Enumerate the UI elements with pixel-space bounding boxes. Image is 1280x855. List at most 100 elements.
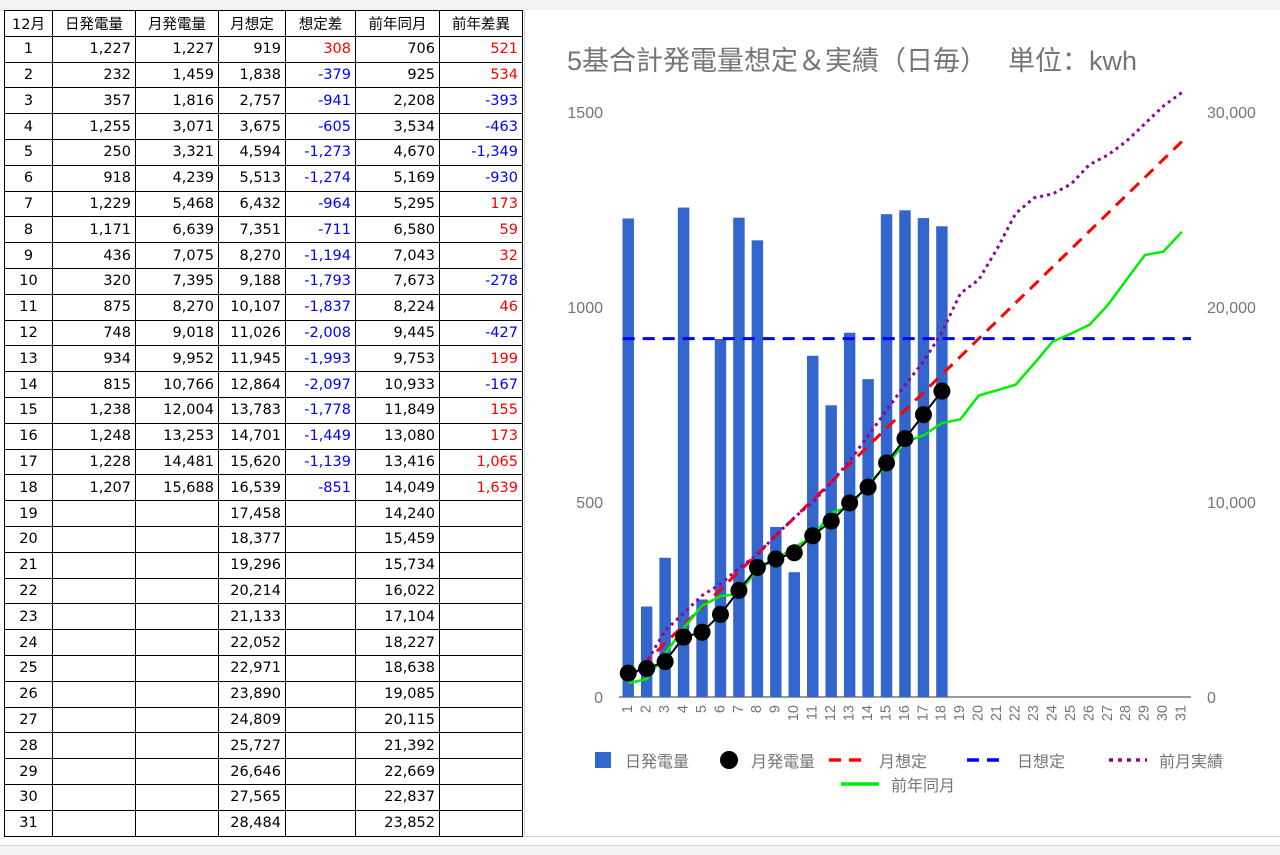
table-cell[interactable] <box>439 783 523 811</box>
table-cell[interactable] <box>285 629 356 656</box>
table-cell[interactable]: 27 <box>4 706 53 734</box>
table-cell[interactable]: 1,227 <box>52 35 136 63</box>
table-cell[interactable]: 155 <box>439 396 523 424</box>
table-cell[interactable]: 7,673 <box>355 267 440 295</box>
table-cell[interactable]: -1,778 <box>285 396 356 424</box>
table-cell[interactable]: 1,171 <box>52 216 136 244</box>
table-cell[interactable]: 250 <box>52 138 136 166</box>
table-cell[interactable]: 19,085 <box>355 680 440 708</box>
table-cell[interactable]: -278 <box>439 267 523 295</box>
table-cell[interactable]: 11 <box>4 293 53 321</box>
monthly-generation-point[interactable] <box>933 382 951 400</box>
monthly-generation-point[interactable] <box>804 527 822 545</box>
table-cell[interactable]: 8 <box>4 216 53 244</box>
table-cell[interactable]: -2,097 <box>285 371 356 398</box>
table-cell[interactable]: -1,349 <box>439 138 523 166</box>
table-cell[interactable] <box>439 551 523 579</box>
table-cell[interactable]: 24,809 <box>218 706 286 734</box>
table-cell[interactable]: 32 <box>439 242 523 269</box>
column-header[interactable]: 月発電量 <box>135 10 219 37</box>
table-cell[interactable]: 815 <box>52 371 136 398</box>
table-cell[interactable]: -1,837 <box>285 293 356 321</box>
table-cell[interactable] <box>285 654 356 682</box>
table-cell[interactable]: 199 <box>439 345 523 373</box>
table-cell[interactable]: 18,227 <box>355 629 440 656</box>
table-cell[interactable] <box>135 500 219 527</box>
table-cell[interactable]: 9,445 <box>355 319 440 347</box>
table-cell[interactable]: -1,793 <box>285 267 356 295</box>
table-cell[interactable]: -1,449 <box>285 422 356 450</box>
table-cell[interactable]: 4,239 <box>135 164 219 192</box>
table-cell[interactable] <box>285 732 356 760</box>
table-cell[interactable]: 13,783 <box>218 396 286 424</box>
table-cell[interactable]: -941 <box>285 87 356 115</box>
table-cell[interactable]: 10 <box>4 267 53 295</box>
table-cell[interactable]: -167 <box>439 371 523 398</box>
table-cell[interactable]: 521 <box>439 35 523 63</box>
table-cell[interactable]: 17 <box>4 448 53 476</box>
table-cell[interactable]: 14,481 <box>135 448 219 476</box>
table-cell[interactable]: 7,043 <box>355 242 440 269</box>
table-cell[interactable]: 10,766 <box>135 371 219 398</box>
table-cell[interactable] <box>52 783 136 811</box>
column-header[interactable]: 前年差異 <box>439 10 523 37</box>
table-cell[interactable]: 919 <box>218 35 286 63</box>
table-cell[interactable]: 10,107 <box>218 293 286 321</box>
table-cell[interactable]: 15,459 <box>355 525 440 553</box>
table-cell[interactable]: 1,207 <box>52 474 136 502</box>
table-cell[interactable] <box>135 603 219 631</box>
table-cell[interactable]: 14,049 <box>355 474 440 502</box>
monthly-generation-point[interactable] <box>638 660 656 678</box>
table-cell[interactable]: 1 <box>4 35 53 63</box>
table-cell[interactable]: 14,240 <box>355 500 440 527</box>
table-cell[interactable]: -2,008 <box>285 319 356 347</box>
table-cell[interactable]: 19 <box>4 500 53 527</box>
table-cell[interactable] <box>285 809 356 837</box>
table-cell[interactable]: 6 <box>4 164 53 192</box>
table-cell[interactable]: 6,432 <box>218 190 286 218</box>
table-cell[interactable]: 17,104 <box>355 603 440 631</box>
table-cell[interactable] <box>135 654 219 682</box>
table-cell[interactable]: 29 <box>4 758 53 785</box>
daily-generation-bar[interactable] <box>622 218 634 697</box>
daily-generation-bar[interactable] <box>862 379 874 697</box>
table-cell[interactable]: 1,229 <box>52 190 136 218</box>
table-cell[interactable]: 9,753 <box>355 345 440 373</box>
table-cell[interactable] <box>52 603 136 631</box>
table-cell[interactable]: -1,274 <box>285 164 356 192</box>
table-cell[interactable] <box>135 732 219 760</box>
table-cell[interactable]: 3,321 <box>135 138 219 166</box>
table-cell[interactable]: 934 <box>52 345 136 373</box>
table-cell[interactable] <box>52 500 136 527</box>
table-cell[interactable]: 1,255 <box>52 113 136 140</box>
table-cell[interactable]: 30 <box>4 783 53 811</box>
table-cell[interactable]: 3 <box>4 87 53 115</box>
table-cell[interactable]: 6,580 <box>355 216 440 244</box>
table-cell[interactable] <box>439 732 523 760</box>
table-cell[interactable]: 2,757 <box>218 87 286 115</box>
table-cell[interactable] <box>439 680 523 708</box>
table-cell[interactable]: 875 <box>52 293 136 321</box>
table-cell[interactable]: 15 <box>4 396 53 424</box>
table-cell[interactable] <box>135 758 219 785</box>
table-cell[interactable]: 12,004 <box>135 396 219 424</box>
table-cell[interactable] <box>52 732 136 760</box>
table-cell[interactable]: -964 <box>285 190 356 218</box>
daily-generation-bar[interactable] <box>733 217 745 697</box>
table-cell[interactable]: 22,052 <box>218 629 286 656</box>
table-cell[interactable]: 6,639 <box>135 216 219 244</box>
table-cell[interactable]: 5,513 <box>218 164 286 192</box>
monthly-generation-point[interactable] <box>859 478 877 496</box>
table-cell[interactable]: 11,945 <box>218 345 286 373</box>
table-cell[interactable] <box>52 758 136 785</box>
table-cell[interactable]: 1,816 <box>135 87 219 115</box>
table-cell[interactable] <box>52 551 136 579</box>
table-cell[interactable]: 173 <box>439 190 523 218</box>
daily-generation-bar[interactable] <box>751 240 764 697</box>
table-cell[interactable] <box>135 706 219 734</box>
table-cell[interactable]: -930 <box>439 164 523 192</box>
table-cell[interactable]: -1,139 <box>285 448 356 476</box>
table-cell[interactable]: 18 <box>4 474 53 502</box>
table-cell[interactable]: 46 <box>439 293 523 321</box>
table-cell[interactable]: 9,952 <box>135 345 219 373</box>
